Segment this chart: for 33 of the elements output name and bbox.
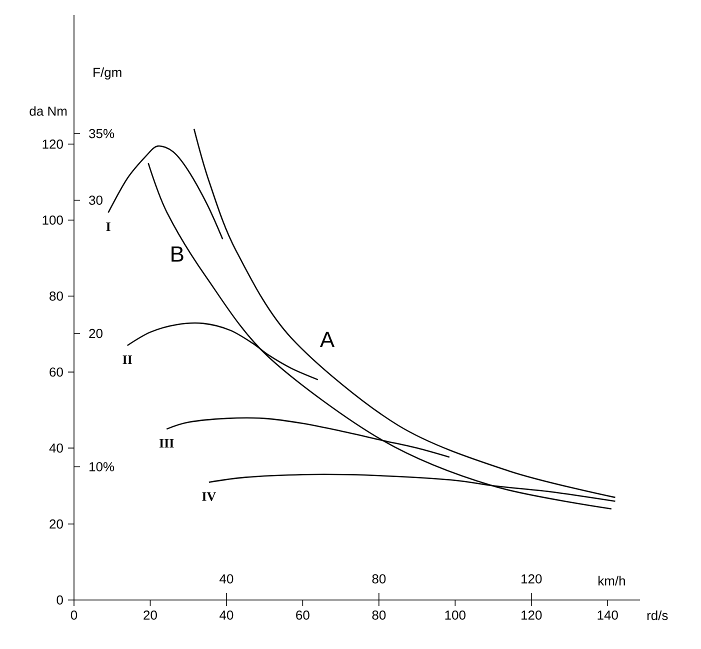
y-tick-label: 100 [42, 216, 63, 225]
series-label: IV [202, 492, 216, 501]
x-tick-label: 120 [522, 610, 542, 620]
line-series [108, 145, 224, 240]
y-tick-label: 0 [56, 595, 63, 605]
x-axis-title: rd/s [647, 610, 668, 620]
x-tick-label: 60 [296, 610, 310, 620]
x-tick-label: 80 [372, 610, 386, 620]
series-label: II [122, 355, 132, 364]
y-tick-label: 80 [50, 291, 63, 301]
x-tick-label: 100 [445, 610, 466, 620]
y2-tick-label: 10% [90, 462, 114, 472]
series-label: B [172, 246, 184, 262]
y-tick-label: 120 [42, 140, 63, 149]
series-label: I [106, 222, 110, 232]
series-label: III [159, 439, 174, 448]
y-axis-title: da Nm [30, 106, 67, 116]
y-tick-label: 60 [50, 367, 63, 377]
x-tick-label: 40 [220, 610, 234, 620]
x-tick-label: 140 [598, 610, 618, 620]
x2-tick-label: 120 [522, 574, 542, 584]
x-tick-label: 0 [70, 610, 78, 620]
x-tick-label: 20 [144, 610, 157, 620]
y-tick-label: 40 [49, 443, 63, 453]
x2-tick-label: 80 [372, 574, 386, 584]
series-label: A [320, 332, 335, 348]
y-tick-label: 20 [50, 519, 63, 529]
x2-tick-label: 40 [220, 574, 234, 584]
y2-tick-label: 30 [89, 196, 102, 205]
y2-axis-title: F/gm [94, 67, 122, 80]
y2-tick-label: 35% [89, 128, 114, 138]
y2-tick-label: 20 [89, 328, 102, 338]
x2-axis-title: km/h [598, 576, 625, 586]
